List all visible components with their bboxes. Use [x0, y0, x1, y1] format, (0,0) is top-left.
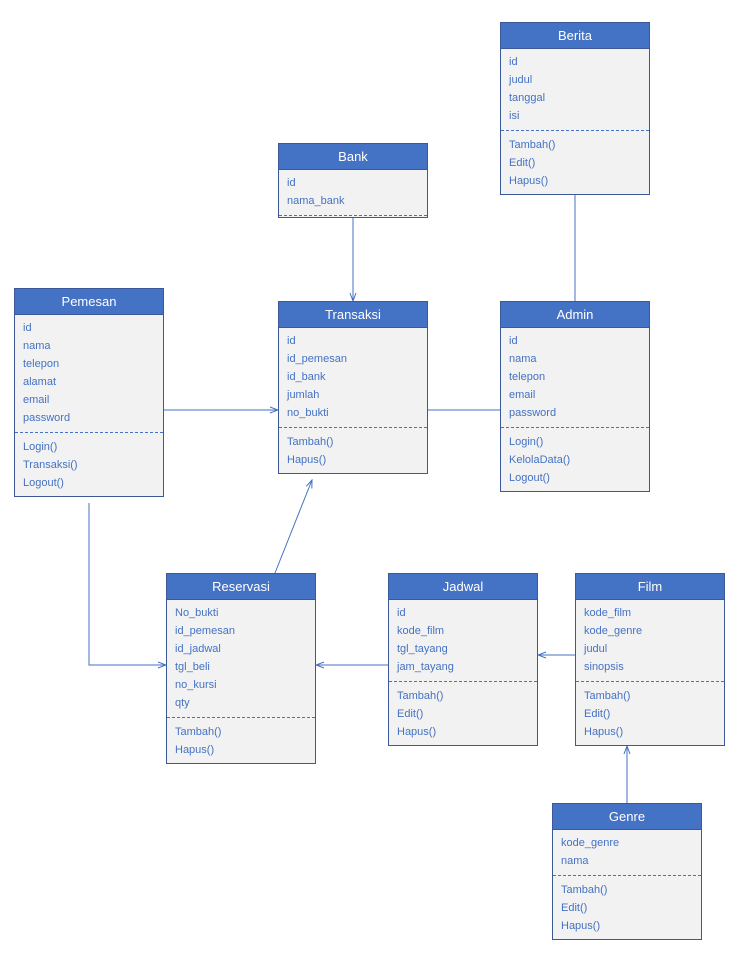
class-admin: Admin id nama telepon email password Log… — [500, 301, 650, 492]
method: Hapus() — [561, 917, 693, 935]
method: Hapus() — [175, 741, 307, 759]
attr: No_bukti — [175, 604, 307, 622]
class-title: Genre — [553, 804, 701, 830]
section-divider — [501, 130, 649, 131]
method: Tambah() — [509, 136, 641, 154]
attr: sinopsis — [584, 658, 716, 676]
class-title: Transaksi — [279, 302, 427, 328]
attr: telepon — [509, 368, 641, 386]
class-title: Bank — [279, 144, 427, 170]
attr: id — [509, 332, 641, 350]
method: KelolaData() — [509, 451, 641, 469]
attr: email — [23, 391, 155, 409]
method: Hapus() — [584, 723, 716, 741]
attr: nama — [23, 337, 155, 355]
method: Edit() — [561, 899, 693, 917]
method: Hapus() — [397, 723, 529, 741]
class-film: Film kode_film kode_genre judul sinopsis… — [575, 573, 725, 746]
attr: judul — [509, 71, 641, 89]
attr: nama — [509, 350, 641, 368]
class-title: Film — [576, 574, 724, 600]
attr: password — [23, 409, 155, 427]
class-transaksi: Transaksi id id_pemesan id_bank jumlah n… — [278, 301, 428, 474]
attr: nama_bank — [287, 192, 419, 210]
section-divider — [389, 681, 537, 682]
method: Transaksi() — [23, 456, 155, 474]
attr: tanggal — [509, 89, 641, 107]
class-title: Reservasi — [167, 574, 315, 600]
method: Tambah() — [175, 723, 307, 741]
section-divider — [576, 681, 724, 682]
attr: id_pemesan — [175, 622, 307, 640]
attr: tgl_beli — [175, 658, 307, 676]
section-divider — [279, 427, 427, 428]
attr: id — [23, 319, 155, 337]
attr: id_pemesan — [287, 350, 419, 368]
class-title: Jadwal — [389, 574, 537, 600]
section-divider — [15, 432, 163, 433]
method: Tambah() — [287, 433, 419, 451]
attr: id — [287, 332, 419, 350]
section-divider — [279, 215, 427, 216]
class-reservasi: Reservasi No_bukti id_pemesan id_jadwal … — [166, 573, 316, 764]
section-divider — [501, 427, 649, 428]
method: Login() — [509, 433, 641, 451]
attr: qty — [175, 694, 307, 712]
method: Logout() — [509, 469, 641, 487]
attr: nama — [561, 852, 693, 870]
method: Edit() — [584, 705, 716, 723]
method: Hapus() — [287, 451, 419, 469]
attr: telepon — [23, 355, 155, 373]
attr: email — [509, 386, 641, 404]
attr: isi — [509, 107, 641, 125]
method: Edit() — [397, 705, 529, 723]
edge-reservasi-transaksi — [275, 480, 312, 573]
attr: tgl_tayang — [397, 640, 529, 658]
attr: id_bank — [287, 368, 419, 386]
section-divider — [167, 717, 315, 718]
method: Logout() — [23, 474, 155, 492]
attr: id — [397, 604, 529, 622]
attr: judul — [584, 640, 716, 658]
class-jadwal: Jadwal id kode_film tgl_tayang jam_tayan… — [388, 573, 538, 746]
attr: id — [509, 53, 641, 71]
class-berita: Berita id judul tanggal isi Tambah() Edi… — [500, 22, 650, 195]
attr: password — [509, 404, 641, 422]
method: Login() — [23, 438, 155, 456]
attr: kode_film — [584, 604, 716, 622]
edge-pemesan-reservasi — [89, 503, 166, 665]
attr: kode_film — [397, 622, 529, 640]
attr: id — [287, 174, 419, 192]
class-genre: Genre kode_genre nama Tambah() Edit() Ha… — [552, 803, 702, 940]
class-title: Admin — [501, 302, 649, 328]
class-pemesan: Pemesan id nama telepon alamat email pas… — [14, 288, 164, 497]
attr: jam_tayang — [397, 658, 529, 676]
attr: id_jadwal — [175, 640, 307, 658]
method: Tambah() — [397, 687, 529, 705]
attr: no_bukti — [287, 404, 419, 422]
method: Edit() — [509, 154, 641, 172]
class-title: Pemesan — [15, 289, 163, 315]
method: Tambah() — [561, 881, 693, 899]
class-bank: Bank id nama_bank — [278, 143, 428, 218]
attr: jumlah — [287, 386, 419, 404]
method: Hapus() — [509, 172, 641, 190]
attr: alamat — [23, 373, 155, 391]
class-title: Berita — [501, 23, 649, 49]
attr: no_kursi — [175, 676, 307, 694]
method: Tambah() — [584, 687, 716, 705]
attr: kode_genre — [561, 834, 693, 852]
section-divider — [553, 875, 701, 876]
attr: kode_genre — [584, 622, 716, 640]
